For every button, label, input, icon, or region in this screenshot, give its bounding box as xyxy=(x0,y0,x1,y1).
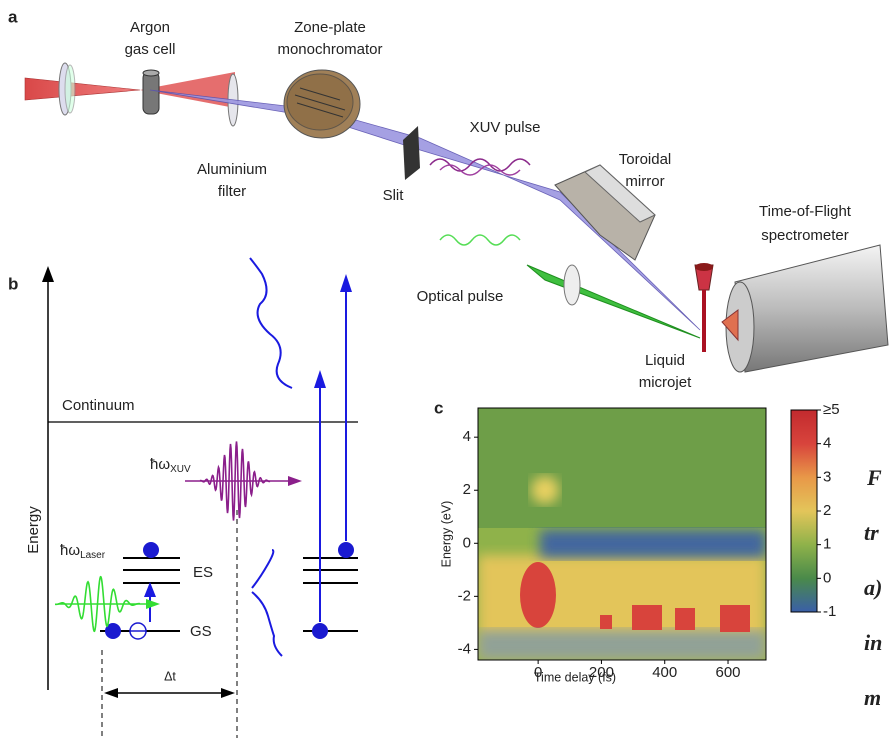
component-label: Aluminium xyxy=(197,161,267,178)
caption-fragment: tr xyxy=(864,520,879,545)
colorbar xyxy=(791,410,817,612)
component-label: gas cell xyxy=(125,41,176,58)
energy-diagram xyxy=(42,258,358,738)
x-tick-label: 600 xyxy=(716,664,741,681)
colorbar-tick-label: ≥5 xyxy=(823,401,840,418)
caption-fragment: a) xyxy=(864,575,882,600)
y-tick-label: 2 xyxy=(463,481,471,498)
component-label: microjet xyxy=(639,374,692,391)
level-label: ES xyxy=(193,564,213,581)
y-tick-label: -4 xyxy=(458,640,471,657)
photon-label: ħωXUV xyxy=(150,456,191,475)
caption-fragment: m xyxy=(864,685,881,710)
x-tick-label: 400 xyxy=(652,664,677,681)
component-label: Toroidal xyxy=(619,151,672,168)
component-label: Slit xyxy=(383,187,405,204)
panel-letter: a xyxy=(8,7,18,26)
component-label: Zone-plate xyxy=(294,19,366,36)
colorbar-tick-label: 3 xyxy=(823,468,831,485)
component-label: mirror xyxy=(625,173,664,190)
delay-label: Δt xyxy=(164,669,176,683)
component-label: spectrometer xyxy=(761,227,849,244)
colorbar-tick-label: -1 xyxy=(823,603,836,620)
caption-fragment: in xyxy=(864,630,882,655)
x-axis-label: Time delay (fs) xyxy=(534,670,616,684)
component-label: Argon xyxy=(130,19,170,36)
y-tick-label: -2 xyxy=(458,587,471,604)
photon-symbol: ħω xyxy=(150,456,170,473)
y-axis-label: Energy (eV) xyxy=(439,501,453,568)
colorbar-tick-label: 1 xyxy=(823,536,831,553)
component-label: monochromator xyxy=(277,41,382,58)
component-label: Optical pulse xyxy=(417,288,504,305)
photon-subscript: Laser xyxy=(80,550,106,561)
level-label: Continuum xyxy=(62,397,135,414)
colorbar-tick-label: 0 xyxy=(823,569,831,586)
level-label: GS xyxy=(190,623,212,640)
panel-letter: c xyxy=(434,398,443,417)
y-tick-label: 0 xyxy=(463,534,471,551)
caption-fragment: F xyxy=(866,465,882,490)
y-tick-label: 4 xyxy=(463,428,471,445)
component-label: filter xyxy=(218,183,246,200)
heatmap-image xyxy=(478,408,766,660)
figure: a b c Argon gas cell Zone-plate monochro… xyxy=(0,0,890,742)
colorbar-tick-label: 2 xyxy=(823,502,831,519)
component-label: Time-of-Flight xyxy=(759,203,852,220)
component-label: XUV pulse xyxy=(470,119,541,136)
component-label: Liquid xyxy=(645,352,685,369)
photon-subscript: XUV xyxy=(170,464,191,475)
axis-label: Energy xyxy=(25,506,42,554)
colorbar-tick-label: 4 xyxy=(823,435,831,452)
panel-letter: b xyxy=(8,274,18,293)
photon-symbol: ħω xyxy=(60,542,80,559)
photon-label: ħωLaser xyxy=(60,542,106,561)
